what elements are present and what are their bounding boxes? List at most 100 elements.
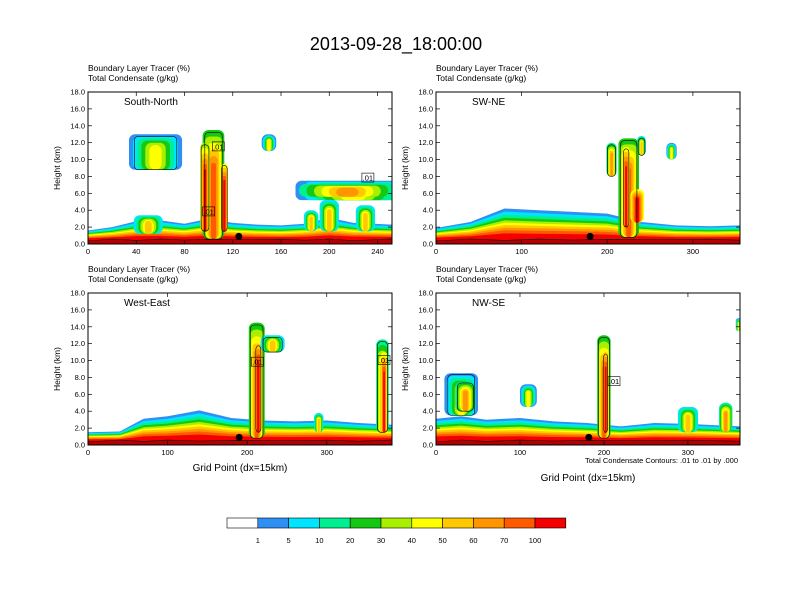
panel-3-ytick-label: 12.0 [418,339,433,348]
panel-1-ytick-label: 6.0 [423,189,433,198]
panel-0-feature-layer [309,216,313,232]
panel-1-header-line2: Total Condensate (g/kg) [436,73,526,83]
panel-3-xlabel: Grid Point (dx=15km) [541,473,636,484]
panel-nw-se: Boundary Layer Tracer (%) Total Condensa… [400,264,741,484]
panel-3-title: NW-SE [472,298,505,309]
panel-1-ytick-label: 4.0 [423,206,433,215]
panel-0-ytick-label: 16.0 [70,104,85,113]
panel-0-feature-layer [327,209,332,232]
colorbar-swatch [257,517,289,529]
panel-sw-ne: Boundary Layer Tracer (%) Total Condensa… [400,63,741,256]
panel-1-xtick-label: 200 [601,247,614,256]
panel-0-xtick-label: 120 [227,247,240,256]
panel-1-xtick-label: 0 [434,247,438,256]
panel-0-xtick-label: 200 [323,247,336,256]
panel-1-ytick-label: 10.0 [418,155,433,164]
panel-2-contour-label: .01 [252,358,262,367]
panel-0-header-line1: Boundary Layer Tracer (%) [88,63,190,73]
panel-0-ylabel: Height (km) [52,146,62,190]
panel-2-ytick-label: 16.0 [70,305,85,314]
colorbar-label: 70 [500,536,508,545]
panel-2-header-line1: Boundary Layer Tracer (%) [88,264,190,274]
panel-1-ylabel: Height (km) [400,146,410,190]
panel-2-xtick-label: 0 [86,448,90,457]
panel-3-ytick-label: 0.0 [423,441,433,450]
colorbar-label: 100 [529,536,542,545]
panel-3-feature-layer [724,411,728,433]
panel-3-xtick-label: 100 [514,448,527,457]
panel-2-contour-label-box [251,356,264,367]
panel-south-north: Boundary Layer Tracer (%) Total Condensa… [52,63,393,256]
panel-3-ytick-label: 10.0 [418,356,433,365]
colorbar-swatch [288,517,320,529]
panel-3-xtick-label: 300 [682,448,695,457]
panel-2-station-marker [235,433,243,441]
panel-0-ytick-label: 12.0 [70,138,85,147]
panel-3-ytick-label: 2.0 [423,424,433,433]
panel-1-ytick-label: 16.0 [418,104,433,113]
panel-2-feature-layer [317,418,320,433]
panel-3-ytick-label: 8.0 [423,373,433,382]
panel-0-ytick-label: 18.0 [70,88,85,97]
colorbar-label: 1 [256,536,260,545]
panel-2-feature-layer [269,340,276,353]
colorbar-swatch [473,517,505,529]
panel-3-ytick-label: 18.0 [418,289,433,298]
panel-1-ytick-label: 0.0 [423,240,433,249]
panel-3-contour-label-box [607,376,621,387]
panel-1-ytick-label: 18.0 [418,88,433,97]
panel-2-ytick-label: 8.0 [75,373,85,382]
panel-1-condensate-contour [620,140,638,238]
panel-3-frame [435,292,741,446]
panel-0-xtick-label: 80 [180,247,188,256]
panel-2-condensate-contour [377,341,388,433]
colorbar-swatch [442,517,474,529]
panel-0-condensate-contour [134,136,178,170]
panel-3-feature-layer [685,414,691,433]
panel-3-station-marker [585,433,593,441]
panel-2-ylabel: Height (km) [52,347,62,391]
panel-0-condensate-contour [200,144,210,232]
panel-2-xlabel: Grid Point (dx=15km) [193,463,288,474]
panel-1-feature-layer [670,147,673,160]
panel-2-contour-label: .01 [379,356,389,365]
panel-3-xtick-label: 0 [434,448,438,457]
panel-0-contour-label-box [361,172,375,183]
panel-2-xtick-label: 200 [241,448,254,457]
panel-0-contour-label: .01 [363,174,373,183]
panel-0-contour-label: .01 [213,142,223,151]
figure-title: 2013-09-28_18:00:00 [310,34,482,55]
panel-1-feature-layer [640,141,643,156]
panel-3-ytick-label: 6.0 [423,390,433,399]
panel-2-ytick-label: 14.0 [70,322,85,331]
panel-1-ytick-label: 14.0 [418,121,433,130]
panel-3-feature-layer [526,391,531,407]
panel-0-ytick-label: 10.0 [70,155,85,164]
panel-0-ytick-label: 6.0 [75,189,85,198]
panel-0-feature-layer [223,180,226,232]
colorbar-label: 5 [287,536,291,545]
panel-2-feature-layer [257,359,260,433]
panel-1-feature-layer [635,197,640,223]
panel-3-plot-area [436,318,740,445]
panel-1-station-marker [586,232,594,240]
panel-2-feature-layer [383,371,385,433]
panel-2-condensate-contour [255,345,262,433]
panel-2-xtick-label: 300 [320,448,333,457]
panel-3-xtick-label: 200 [598,448,611,457]
panel-0-plot-area [88,130,392,244]
panel-3-condensate-contour [456,382,474,412]
panel-3-ytick-label: 16.0 [418,305,433,314]
colorbar: 1 5 10 20 30 40 50 60 70 100 [226,517,567,545]
panel-1-condensate-contour [607,144,616,177]
panel-0-frame [87,91,393,245]
panel-2-ytick-label: 4.0 [75,407,85,416]
panel-0-feature-layer [149,144,162,170]
panel-2-ytick-label: 10.0 [70,356,85,365]
panel-1-ytick-label: 2.0 [423,223,433,232]
panel-2-title: West-East [124,298,170,309]
panel-1-ytick-label: 12.0 [418,138,433,147]
panel-1-xtick-label: 300 [687,247,700,256]
